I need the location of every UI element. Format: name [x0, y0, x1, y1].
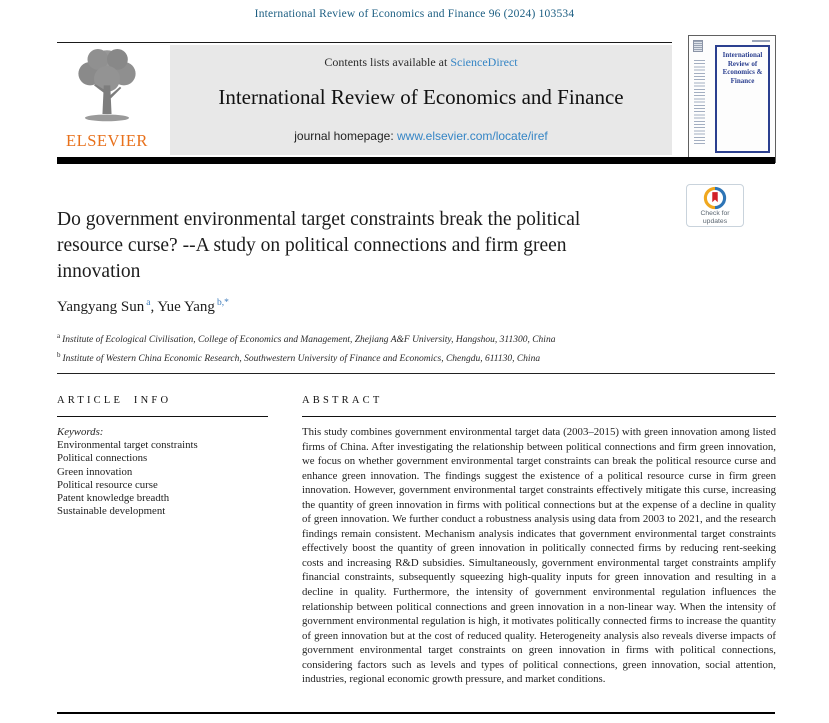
page-bottom-rule	[57, 712, 775, 714]
article-title: Do government environmental target const…	[57, 209, 581, 282]
homepage-link[interactable]: www.elsevier.com/locate/iref	[397, 129, 548, 143]
keyword-item: Political connections	[57, 452, 148, 465]
contents-line-text: Contents lists available at	[324, 55, 451, 69]
author-1-affil-ref: a	[146, 298, 151, 308]
elsevier-tree-icon	[78, 49, 136, 122]
cover-journal-title: International Review of Economics & Fina…	[722, 51, 763, 85]
homepage-line: journal homepage: www.elsevier.com/locat…	[170, 129, 672, 143]
abstract-text: This study combines government environme…	[302, 426, 776, 686]
cover-issn-text	[752, 40, 770, 42]
keyword-item: Political resource curse	[57, 478, 158, 491]
journal-title: International Review of Economics and Fi…	[218, 85, 624, 109]
author-list: Yangyang Sun a, Yue Yang b,*	[57, 298, 229, 316]
header-bottom-bar	[57, 157, 775, 164]
elsevier-logo: ELSEVIER	[57, 46, 157, 154]
article-info-rule	[57, 416, 268, 417]
header-top-rule	[57, 42, 672, 43]
article-info-section: ARTICLE INFO Keywords: Environmental tar…	[57, 395, 268, 518]
author-2-affil-ref: b,*	[216, 298, 229, 308]
author-name-1: Yangyang Sun	[57, 299, 145, 315]
sciencedirect-link[interactable]: ScienceDirect	[450, 55, 518, 69]
keyword-item: Patent knowledge breadth	[57, 492, 170, 505]
keywords-label: Keywords:	[57, 426, 104, 438]
article-info-heading: ARTICLE INFO	[57, 395, 172, 406]
check-updates-icon	[703, 186, 727, 210]
elsevier-logo-text: ELSEVIER	[66, 131, 148, 150]
keyword-item: Green innovation	[57, 465, 133, 478]
check-for-updates-badge[interactable]: Check for updates	[686, 184, 744, 227]
author-name-2: Yue Yang	[157, 299, 215, 315]
contents-line: Contents lists available at ScienceDirec…	[170, 55, 672, 70]
columns-top-rule	[57, 373, 775, 374]
check-badge-label: Check for updates	[700, 210, 730, 225]
keyword-item: Sustainable development	[57, 505, 166, 518]
abstract-rule	[302, 416, 776, 417]
homepage-label: journal homepage:	[294, 129, 397, 143]
journal-header-panel: Contents lists available at ScienceDirec…	[170, 45, 672, 155]
affiliation-a: a Institute of Ecological Civilisation, C…	[57, 332, 556, 346]
cover-title-box: International Review of Economics & Fina…	[715, 45, 770, 153]
keyword-item: Environmental target constraints	[57, 439, 198, 452]
journal-citation-line: International Review of Economics and Fi…	[254, 8, 575, 20]
cover-side-text	[694, 60, 705, 144]
author-separator: ,	[150, 299, 158, 315]
journal-cover-thumbnail: International Review of Economics & Fina…	[688, 35, 776, 163]
abstract-section: ABSTRACT This study combines government …	[302, 395, 776, 687]
affiliation-b: b Institute of Western China Economic Res…	[57, 351, 541, 365]
abstract-heading: ABSTRACT	[302, 395, 383, 406]
cover-crest-icon	[693, 40, 703, 52]
affiliations: a Institute of Ecological Civilisation, C…	[57, 329, 717, 367]
